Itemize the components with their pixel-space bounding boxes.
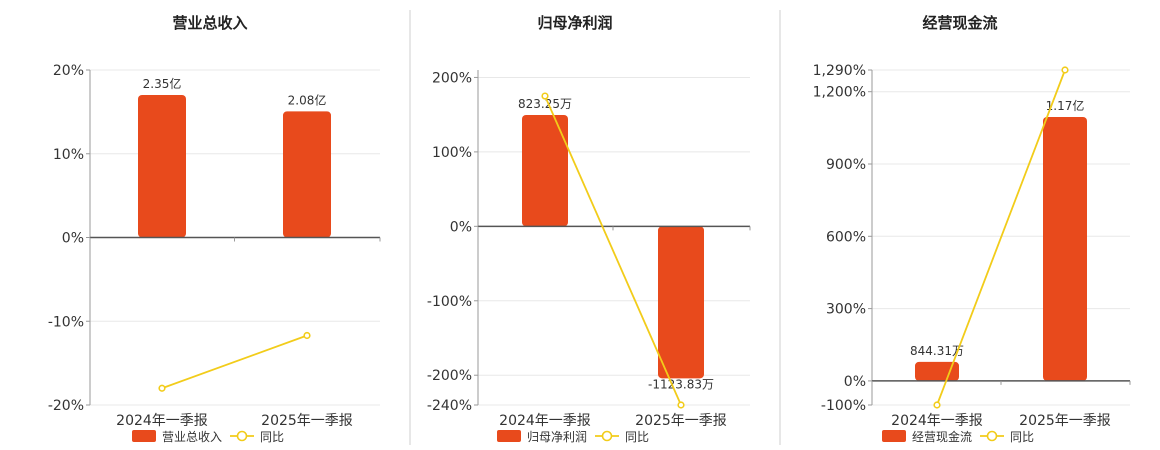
legend-line-marker	[601, 430, 613, 442]
bar-data-label: -1123.83万	[648, 377, 714, 391]
chart-panel-1: 营业总收入 20% 10% 0% -10% -20% 2.35亿 2.08亿 2024年一季报 2…	[48, 14, 381, 444]
yoy-line	[161, 334, 308, 390]
x-category-label: 2025年一季报	[635, 413, 727, 429]
y-tick-label: 900%	[826, 157, 866, 173]
yoy-point-2	[677, 401, 685, 409]
chart-title: 营业总收入	[172, 14, 247, 32]
x-category-label: 2024年一季报	[891, 413, 983, 429]
yoy-point-1	[158, 384, 166, 392]
yoy-point-1	[541, 92, 549, 100]
y-tick-label: 1,200%	[813, 85, 866, 101]
legend-line-label: 同比	[260, 430, 284, 444]
yoy-line	[544, 95, 682, 406]
chart-title: 归母净利润	[537, 14, 612, 32]
y-tick-label: -240%	[427, 398, 472, 414]
y-tick-label: 0%	[62, 231, 84, 247]
legend-bar-swatch	[882, 430, 906, 442]
legend-line-label: 同比	[625, 430, 649, 444]
x-category-label: 2025年一季报	[261, 413, 353, 429]
bar-data-label: 2.08亿	[288, 92, 327, 107]
y-tick-label: -10%	[48, 314, 84, 330]
y-tick-label: 600%	[826, 229, 866, 245]
y-tick-label: 10%	[53, 147, 84, 163]
bar-data-label: 1.17亿	[1046, 98, 1085, 113]
yoy-point-1	[933, 401, 941, 409]
x-category-label: 2025年一季报	[1019, 413, 1111, 429]
y-tick-label: -200%	[427, 368, 472, 384]
legend-bar-label: 归母净利润	[527, 430, 587, 444]
chart-panel-3: 经营现金流 1,290% 1,200% 900% 600% 300% 0% -100% 844.…	[813, 14, 1131, 444]
legend: 归母净利润 同比	[497, 430, 649, 444]
x-category-label: 2024年一季报	[116, 413, 208, 429]
legend: 营业总收入 同比	[132, 430, 284, 444]
bar-2	[1043, 117, 1087, 381]
bar-2	[283, 111, 331, 238]
legend-bar-label: 经营现金流	[912, 429, 972, 444]
y-tick-label: 100%	[432, 145, 472, 161]
y-tick-label: -100%	[821, 398, 866, 414]
legend-bar-label: 营业总收入	[162, 430, 222, 444]
bar-data-label: 823.25万	[518, 97, 572, 111]
yoy-point-2	[303, 331, 311, 340]
bar-2	[658, 226, 704, 379]
legend: 经营现金流 同比	[882, 429, 1034, 444]
yoy-line	[936, 69, 1066, 406]
legend-bar-swatch	[132, 430, 156, 442]
bar-data-label: 2.35亿	[143, 76, 182, 91]
chart-panel-2: 归母净利润 200% 100% 0% -100% -200% -240% 823.25万 -11…	[427, 14, 751, 444]
y-tick-label: 1,290%	[813, 63, 866, 79]
chart-title: 经营现金流	[922, 14, 997, 32]
bar-1	[522, 115, 568, 227]
y-tick-label: 0%	[844, 374, 866, 390]
legend-line-marker	[986, 430, 998, 442]
y-tick-label: -100%	[427, 294, 472, 310]
bar-1	[138, 95, 186, 238]
legend-line-label: 同比	[1010, 430, 1034, 444]
y-tick-label: 300%	[826, 302, 866, 318]
y-tick-label: 0%	[450, 219, 472, 235]
y-tick-label: -20%	[48, 398, 84, 414]
y-tick-label: 200%	[432, 70, 472, 86]
legend-bar-swatch	[497, 430, 521, 442]
yoy-point-2	[1061, 66, 1069, 74]
bar-data-label: 844.31万	[910, 344, 964, 358]
y-tick-label: 20%	[53, 63, 84, 79]
legend-line-marker	[236, 430, 248, 442]
x-category-label: 2024年一季报	[499, 413, 591, 429]
